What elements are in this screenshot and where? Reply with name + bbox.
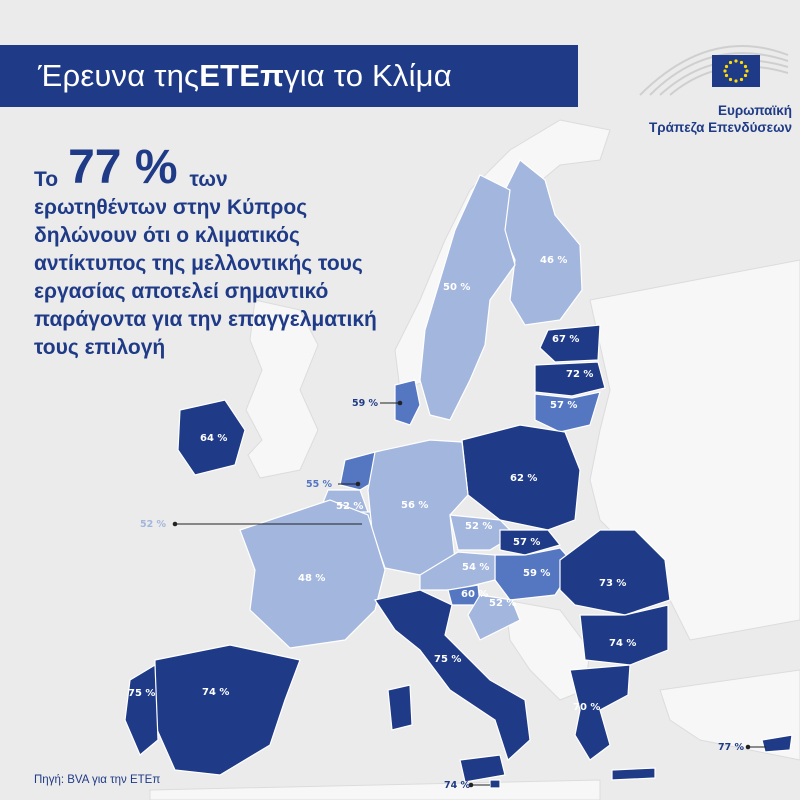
label-lithuania: 57 % xyxy=(550,400,577,411)
headline-prefix: Το xyxy=(34,168,59,191)
label-poland: 62 % xyxy=(510,473,537,484)
country-poland[interactable] xyxy=(461,424,581,531)
label-slovenia: 60 % xyxy=(461,589,488,600)
country-sweden[interactable] xyxy=(419,174,516,421)
label-romania: 73 % xyxy=(599,578,626,589)
label-bulgaria: 74 % xyxy=(609,638,636,649)
label-portugal: 75 % xyxy=(128,688,155,699)
eu-countries xyxy=(124,159,793,789)
label-ireland: 64 % xyxy=(200,433,227,444)
label-hungary: 59 % xyxy=(523,568,550,579)
external-labels: 59 % 55 % 52 % 77 % 74 % xyxy=(140,398,745,791)
turkey-land xyxy=(659,669,800,761)
pointer-lines xyxy=(175,402,766,786)
country-sardinia[interactable] xyxy=(387,684,413,731)
country-slovakia[interactable] xyxy=(499,529,562,556)
country-latvia[interactable] xyxy=(534,361,606,397)
uk-land xyxy=(245,299,319,479)
headline-line: παράγοντα για την επαγγελματική xyxy=(34,308,377,331)
logo-text: Ευρωπαϊκή Τράπεζα Επενδύσεων xyxy=(596,102,792,136)
logo-line1: Ευρωπαϊκή xyxy=(717,103,792,118)
country-cyprus[interactable] xyxy=(761,734,793,753)
title-bar: Έρευνα της ΕΤΕπ για το Κλίμα xyxy=(0,45,578,107)
label-spain: 74 % xyxy=(202,687,229,698)
country-greece[interactable] xyxy=(569,664,631,761)
label-netherlands: 55 % xyxy=(306,479,333,490)
eib-logo xyxy=(639,45,789,96)
country-finland[interactable] xyxy=(499,159,583,326)
headline-line: δηλώνουν ότι ο κλιματικός xyxy=(34,224,300,247)
country-italy[interactable] xyxy=(374,589,531,762)
country-portugal[interactable] xyxy=(124,663,159,756)
africa-land xyxy=(149,779,601,800)
country-spain[interactable] xyxy=(154,644,301,776)
label-denmark: 59 % xyxy=(352,398,379,409)
country-crete[interactable] xyxy=(611,767,656,781)
label-luxembourg: 52 % xyxy=(336,501,363,512)
country-croatia[interactable] xyxy=(467,594,521,641)
balkans-land xyxy=(504,599,591,701)
label-greece: 70 % xyxy=(573,702,600,713)
country-sicily[interactable] xyxy=(459,754,506,783)
label-italy: 75 % xyxy=(434,654,461,665)
headline-suffix: των xyxy=(189,168,228,191)
headline-line: αντίκτυπος της μελλοντικής τους xyxy=(34,252,363,275)
source-note: Πηγή: BVA για την ΕΤΕπ xyxy=(34,774,161,786)
country-bulgaria[interactable] xyxy=(579,604,669,666)
label-estonia: 67 % xyxy=(552,334,579,345)
label-slovakia: 57 % xyxy=(513,537,540,548)
label-belgium: 52 % xyxy=(140,519,167,530)
country-romania[interactable] xyxy=(559,529,671,616)
label-austria: 54 % xyxy=(462,562,489,573)
headline-line: ερωτηθέντων στην Κύπρος xyxy=(34,196,308,219)
title-suffix: για το Κλίμα xyxy=(284,58,452,93)
label-france: 48 % xyxy=(298,573,325,584)
label-cyprus: 77 % xyxy=(718,742,745,753)
country-estonia[interactable] xyxy=(539,324,601,363)
label-czechia: 52 % xyxy=(465,521,492,532)
country-denmark[interactable] xyxy=(394,379,421,426)
label-finland: 46 % xyxy=(540,255,567,266)
label-croatia: 52 % xyxy=(489,598,516,609)
headline: Το 77 % των ερωτηθέντων στην Κύπρος δηλώ… xyxy=(34,140,414,362)
title-prefix: Έρευνα της xyxy=(38,58,200,93)
headline-line: τους επιλογή xyxy=(34,336,166,359)
country-lithuania[interactable] xyxy=(534,391,601,433)
country-labels: 46 % 50 % 67 % 72 % 57 % 64 % 62 % 52 % … xyxy=(128,255,636,713)
label-sweden: 50 % xyxy=(443,282,470,293)
country-malta[interactable] xyxy=(489,779,501,789)
label-germany: 56 % xyxy=(401,500,428,511)
country-ireland[interactable] xyxy=(177,399,246,476)
country-france[interactable] xyxy=(239,499,386,649)
headline-value: 77 % xyxy=(68,141,178,194)
logo-line2: Τράπεζα Επενδύσεων xyxy=(648,120,792,135)
pointer-dots xyxy=(172,400,751,788)
label-malta: 74 % xyxy=(444,780,471,791)
label-latvia: 72 % xyxy=(566,369,593,380)
headline-line: εργασίας αποτελεί σημαντικό xyxy=(34,280,329,303)
title-bold: ΕΤΕπ xyxy=(199,58,285,93)
